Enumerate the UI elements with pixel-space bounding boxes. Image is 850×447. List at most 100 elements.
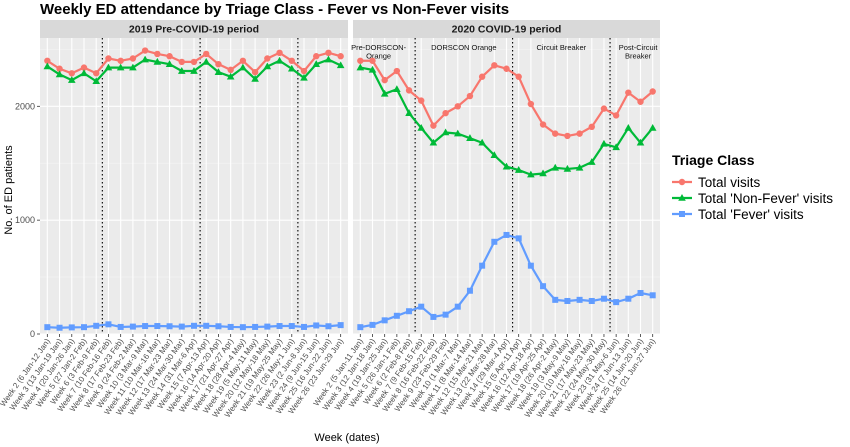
point-fever — [381, 317, 388, 324]
point-non-fever — [624, 123, 633, 131]
point-fever — [406, 308, 413, 315]
legend-entry-label: Total 'Fever' visits — [698, 207, 804, 222]
point-total — [325, 49, 332, 56]
series-0 — [44, 47, 344, 77]
point-total — [313, 53, 320, 60]
point-fever — [105, 321, 112, 328]
point-total — [93, 70, 100, 77]
point-total — [117, 57, 124, 64]
point-total — [393, 67, 401, 75]
point-total — [576, 130, 583, 137]
phase-label: Circuit Breaker — [537, 43, 587, 52]
point-total — [276, 49, 283, 56]
point-fever — [142, 323, 149, 330]
point-fever — [301, 323, 307, 330]
point-total — [68, 70, 75, 77]
point-fever — [325, 323, 332, 330]
point-non-fever — [336, 61, 345, 69]
point-non-fever — [453, 129, 462, 137]
point-non-fever — [55, 70, 64, 78]
point-non-fever — [226, 72, 235, 80]
point-fever — [44, 324, 51, 331]
point-non-fever — [43, 62, 52, 70]
point-total — [215, 60, 222, 68]
point-total — [190, 58, 198, 66]
point-fever — [239, 324, 246, 331]
point-total — [129, 55, 137, 62]
point-fever — [613, 299, 620, 306]
point-non-fever — [300, 73, 308, 81]
y-axis-title: No. of ED patients — [3, 145, 15, 235]
point-total — [637, 98, 644, 105]
point-fever — [203, 322, 210, 329]
point-non-fever — [239, 63, 247, 71]
point-total — [251, 68, 259, 76]
point-non-fever — [380, 89, 389, 97]
point-non-fever — [92, 77, 101, 85]
point-total — [154, 50, 161, 58]
point-non-fever — [502, 162, 511, 170]
point-non-fever — [575, 163, 584, 171]
point-total — [588, 123, 595, 130]
point-total — [430, 122, 437, 129]
point-non-fever — [153, 57, 162, 65]
facet-strip-label: 2020 COVID-19 period — [452, 24, 562, 36]
point-fever — [418, 303, 425, 310]
phase-label: Pre-DORSCON-Orange — [351, 43, 407, 61]
point-fever — [166, 323, 173, 330]
point-fever — [215, 323, 222, 330]
point-fever — [288, 323, 295, 330]
series-0 — [357, 57, 656, 140]
point-total — [56, 65, 63, 72]
point-fever — [154, 323, 161, 330]
point-non-fever — [202, 57, 211, 65]
point-total — [80, 64, 88, 71]
point-total — [369, 57, 376, 64]
point-fever — [93, 322, 100, 329]
point-non-fever — [393, 85, 401, 93]
point-fever — [588, 297, 595, 304]
facet-strip — [353, 20, 660, 38]
x-axis-title: Week (dates) — [314, 432, 379, 444]
point-fever — [178, 323, 185, 330]
point-non-fever — [636, 138, 645, 146]
point-non-fever — [678, 194, 686, 201]
point-total — [527, 100, 535, 108]
point-non-fever — [312, 60, 321, 67]
legend-entry-1: Total 'Non-Fever' visits — [672, 191, 833, 206]
panel-1: 2020 COVID-19 period Pre-DORSCON-Orange DO… — [312, 20, 660, 419]
point-total — [466, 92, 474, 100]
point-total — [418, 97, 425, 104]
point-non-fever — [417, 123, 426, 131]
point-total — [442, 109, 449, 117]
legend-entry-2: Total 'Fever' visits — [672, 207, 804, 222]
point-total — [552, 130, 559, 137]
point-total — [539, 121, 547, 128]
facet-strip-label: 2019 Pre-COVID-19 period — [129, 24, 259, 36]
point-fever — [576, 296, 583, 303]
point-non-fever — [490, 151, 499, 159]
point-total — [678, 178, 686, 186]
chart-title: Weekly ED attendance by Triage Class - F… — [40, 1, 509, 18]
phase-label: DORSCON Orange — [431, 43, 496, 52]
y-tick-label: 2000 — [15, 101, 35, 111]
point-non-fever — [80, 69, 88, 77]
point-non-fever — [287, 64, 296, 72]
point-non-fever — [405, 109, 413, 116]
point-non-fever — [141, 55, 149, 63]
point-fever — [68, 324, 75, 331]
point-fever — [129, 323, 136, 330]
point-total — [564, 132, 571, 140]
point-fever — [679, 211, 685, 217]
point-non-fever — [527, 170, 535, 178]
point-fever — [479, 262, 486, 269]
point-fever — [637, 290, 644, 297]
point-non-fever — [275, 56, 284, 64]
point-total — [454, 103, 461, 110]
point-total — [357, 57, 364, 64]
point-total — [612, 112, 620, 119]
point-fever — [649, 292, 656, 299]
point-fever — [56, 324, 63, 331]
point-non-fever — [539, 169, 547, 177]
